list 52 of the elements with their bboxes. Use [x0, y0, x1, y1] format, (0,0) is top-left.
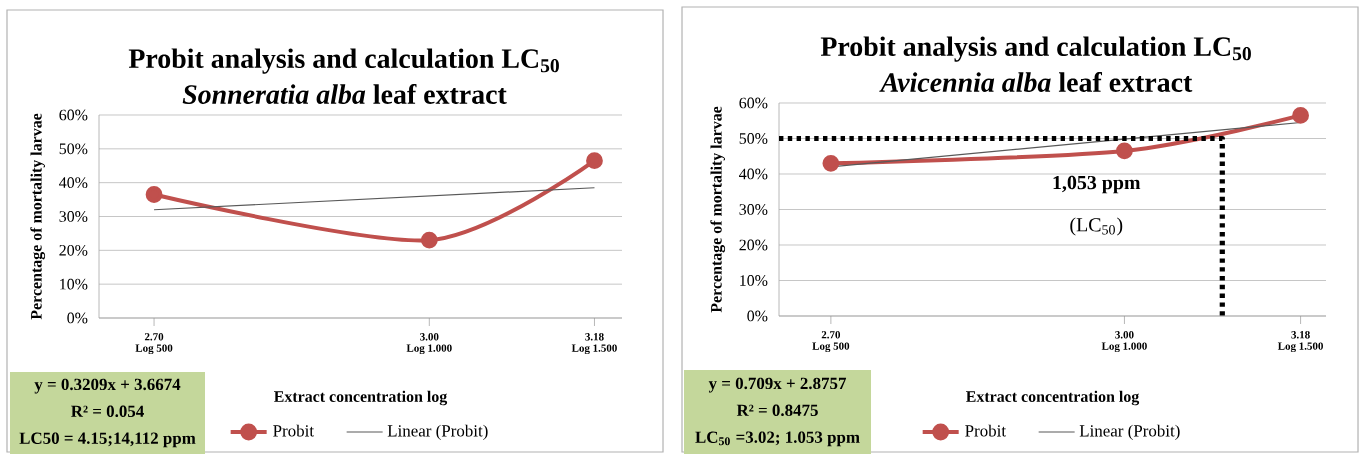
legend-label: Probit [273, 424, 314, 437]
point [1292, 107, 1309, 124]
point [145, 186, 163, 203]
y-tick-label: 30% [59, 211, 88, 222]
point [586, 152, 603, 170]
y-axis-title: Percentage of mortality larvae [710, 106, 726, 313]
x-tick-label: 2.70 [144, 333, 164, 341]
y-tick-label: 30% [739, 204, 768, 215]
x-tick-label: 2.70 [821, 331, 841, 339]
legend-label: Linear (Probit) [1079, 424, 1180, 440]
chart-subtitle: Avicennia alba leaf extract [879, 71, 1193, 92]
text: y = 0.3209x + 3.6674 [34, 378, 181, 394]
x-axis-title: Extract concentration log [966, 390, 1140, 406]
y-tick-label: 20% [739, 239, 768, 251]
x-tick-label: 3.00 [1115, 331, 1134, 339]
annotation: (LC$_{50}$) [1070, 217, 1123, 236]
text: Log 1.500 [1277, 342, 1323, 353]
y-tick-label: 0% [747, 310, 768, 322]
point [1116, 142, 1133, 160]
text: Log 1.000 [406, 344, 452, 355]
annotation: 1,053 ppm [1053, 175, 1141, 194]
x-tick-label: 3.18 [1291, 331, 1310, 339]
text: Log 500 [812, 342, 850, 353]
x-tick-label: 3.18 [585, 333, 604, 341]
text: Log 1.500 [571, 344, 617, 355]
y-tick-label: 60% [739, 97, 768, 109]
y-axis-title: Percentage of mortality larvae [30, 113, 46, 320]
text: LC50 = 4.15;14,112 ppm [19, 432, 196, 448]
y-tick-label: 10% [740, 275, 768, 286]
text: Log 1.000 [1101, 342, 1147, 353]
y-tick-label: 40% [59, 177, 88, 189]
chart-title: Probit analysis and calculation LC$_{50}$ [820, 36, 1251, 62]
point [420, 231, 438, 249]
x-axis-title: Extract concentration log [274, 390, 448, 406]
text: LC$_{50}$ =3.02; 1.053 ppm [695, 431, 860, 447]
y-tick-label: 10% [60, 278, 88, 290]
y-tick-label: 0% [67, 312, 88, 324]
y-tick-label: 20% [59, 244, 88, 256]
text: y = 0.709x + 2.8757 [708, 377, 847, 393]
legend-label: Linear (Probit) [387, 424, 488, 440]
text: R² = 0.054 [71, 405, 144, 418]
y-tick-label: 60% [59, 109, 88, 121]
chart-title: Probit analysis and calculation LC$_{50}$ [128, 48, 559, 74]
text: R² = 0.8475 [736, 404, 818, 417]
chart-subtitle: Sonneratia alba leaf extract [182, 83, 507, 104]
legend-label: Probit [965, 424, 1006, 437]
x-tick-label: 3.00 [420, 333, 439, 341]
y-tick-label: 40% [739, 168, 768, 180]
y-tick-label: 50% [59, 143, 88, 155]
point [822, 154, 840, 172]
text: Log 500 [135, 344, 173, 355]
y-tick-label: 50% [739, 133, 768, 144]
